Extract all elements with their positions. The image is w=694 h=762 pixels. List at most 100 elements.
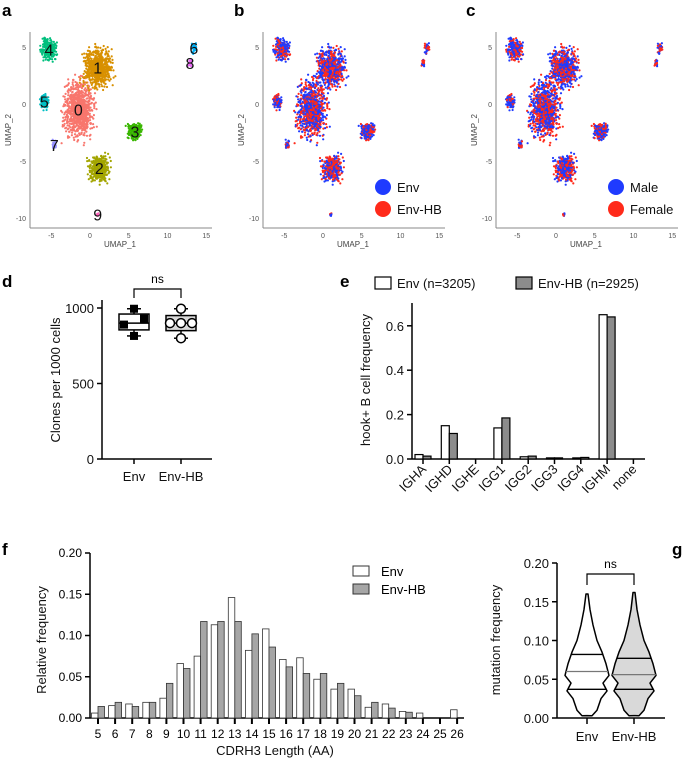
data-point [304,94,307,97]
data-point [337,155,340,158]
data-point [329,69,332,72]
data-point [88,119,92,122]
data-point [324,82,327,85]
data-point [343,48,346,51]
x-tick-label: 15 [202,233,210,240]
x-tick-label: 0 [321,233,325,240]
data-point [324,77,327,80]
data-point [371,126,374,129]
data-point [106,165,109,168]
data-point [70,129,73,132]
data-point [64,111,67,114]
data-point [105,73,108,77]
data-point [325,123,328,126]
data-point [316,59,319,62]
data-point [284,60,287,63]
data-point [308,124,311,127]
data-point [345,69,348,72]
data-point [297,111,300,114]
data-point [297,92,300,95]
data-point [317,62,320,65]
data-point [321,46,324,49]
data-point [76,108,79,111]
data-point [339,161,342,164]
data-point [335,173,339,177]
data-point [110,48,113,51]
data-point [68,136,71,139]
data-point [301,136,304,139]
data-point [70,109,73,112]
data-point [80,95,83,98]
data-point [283,47,286,50]
data-point [87,49,90,52]
data-point [82,118,85,121]
data-point [83,141,86,144]
data-point [331,183,334,186]
data-point [76,140,79,143]
data-point [320,60,323,64]
data-point [72,136,75,139]
data-point [89,92,92,95]
data-point [295,124,299,127]
data-point [286,53,289,56]
data-point [94,42,97,46]
y-tick-label: -10 [16,216,26,223]
data-point [104,47,107,51]
data-point [309,129,312,132]
data-point [333,167,336,170]
data-point [282,53,285,56]
data-point [53,50,56,53]
data-point [342,166,345,169]
data-point [100,83,103,86]
data-point [319,173,322,176]
data-point [66,108,69,111]
data-point [315,122,318,125]
data-point [277,58,280,61]
data-point [322,92,325,95]
data-point [315,111,318,114]
data-point [307,84,310,87]
data-point [303,115,306,118]
data-point [107,78,110,81]
data-point [330,52,333,55]
data-point [303,109,306,112]
data-point [317,71,320,74]
data-point [105,85,109,89]
data-point [367,136,370,139]
data-point [83,76,86,79]
data-point [86,107,89,110]
data-point [81,91,84,94]
data-point [367,133,370,136]
y-tick-label: -5 [253,159,259,166]
data-point [105,65,108,68]
data-point [300,91,303,94]
data-point [88,112,91,115]
data-point [327,174,330,177]
data-point [333,174,336,177]
data-point [105,173,108,176]
data-point [288,41,291,44]
data-point [69,113,72,116]
data-point [108,75,111,78]
data-point [75,86,78,89]
data-point [322,102,325,105]
data-point [78,111,82,114]
x-tick-label: 10 [397,233,405,240]
data-point [308,86,311,89]
data-point [72,84,75,88]
data-point [299,84,302,87]
cluster-label: 0 [74,103,83,120]
data-point [294,120,297,123]
data-point [93,78,96,81]
data-point [88,66,91,69]
data-point [65,130,68,133]
data-point [337,151,340,154]
data-point [327,177,331,180]
data-point [317,87,320,90]
data-point [299,111,303,115]
data-point [72,115,75,118]
data-point [69,119,72,123]
data-point [81,93,84,96]
data-point [73,111,76,114]
